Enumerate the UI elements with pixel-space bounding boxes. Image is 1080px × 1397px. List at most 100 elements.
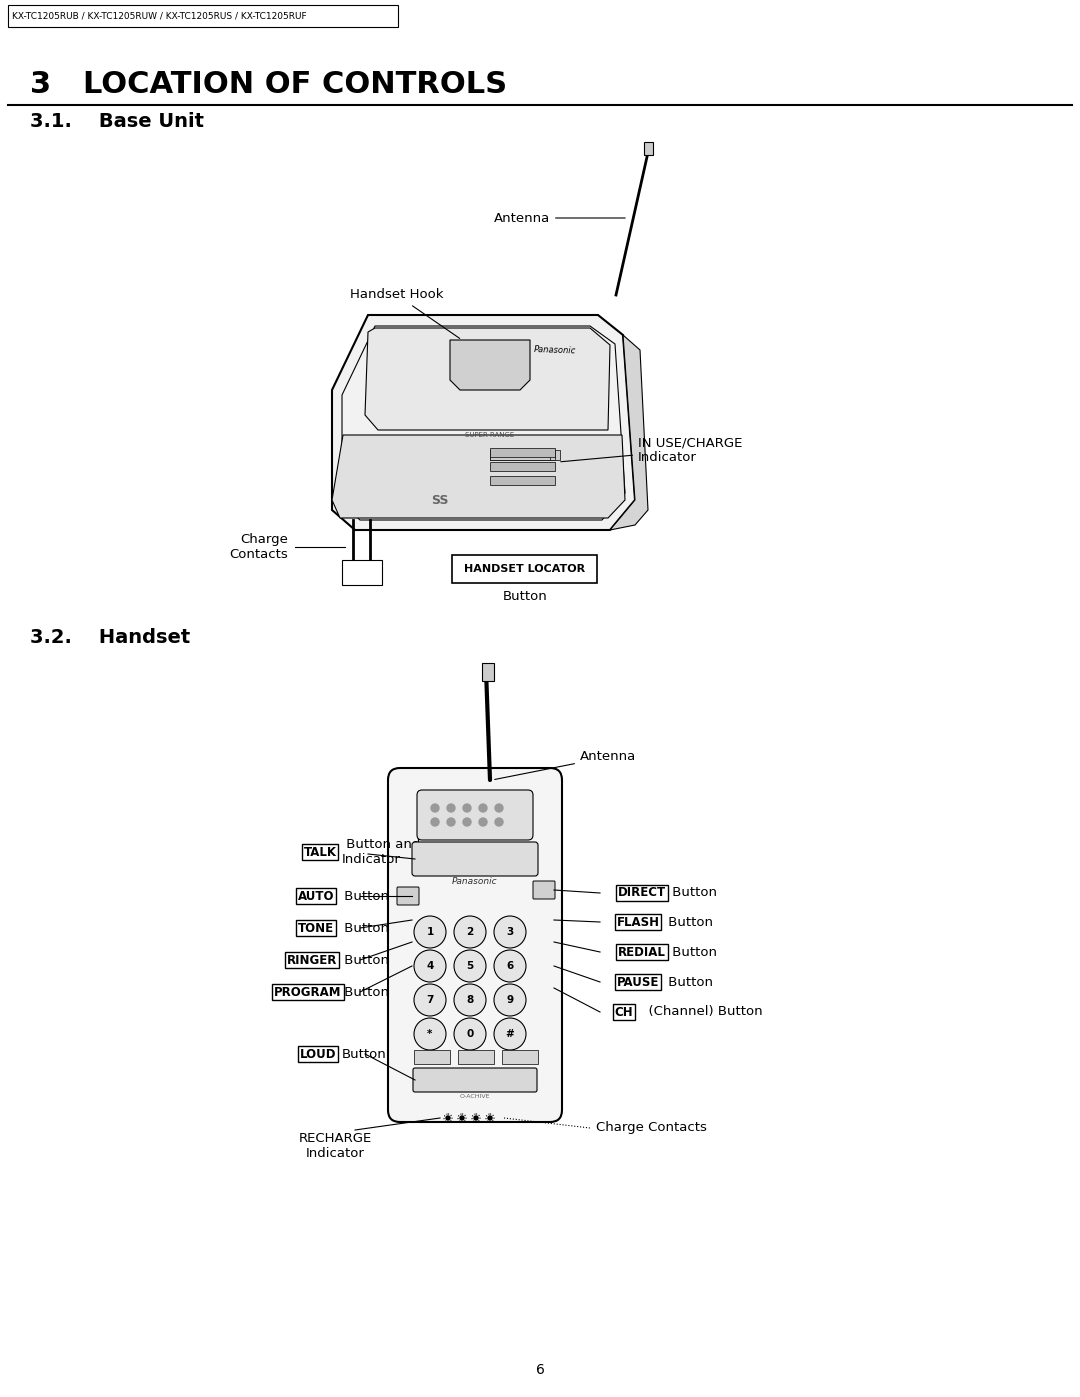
Circle shape [431, 805, 438, 812]
Text: SS: SS [431, 493, 449, 507]
Circle shape [454, 950, 486, 982]
Text: AUTO: AUTO [298, 890, 334, 902]
Text: Charge
Contacts: Charge Contacts [229, 534, 288, 562]
Bar [502, 1051, 538, 1065]
Text: DIRECT: DIRECT [618, 887, 666, 900]
Circle shape [460, 1116, 464, 1120]
Circle shape [480, 805, 487, 812]
Text: KX-TC1205RUB / KX-TC1205RUW / KX-TC1205RUS / KX-TC1205RUF: KX-TC1205RUB / KX-TC1205RUW / KX-TC1205R… [12, 11, 307, 21]
Circle shape [495, 819, 503, 826]
FancyBboxPatch shape [417, 789, 534, 840]
Text: 3.1.    Base Unit: 3.1. Base Unit [30, 112, 204, 131]
Circle shape [414, 1018, 446, 1051]
Text: 1: 1 [427, 928, 434, 937]
Text: Button: Button [669, 946, 717, 958]
Circle shape [454, 916, 486, 949]
Text: 5: 5 [467, 961, 474, 971]
Bar [490, 476, 555, 485]
Circle shape [447, 805, 455, 812]
Bar [8, 6, 399, 27]
Text: 8: 8 [467, 995, 474, 1004]
Text: 3: 3 [507, 928, 514, 937]
Circle shape [447, 819, 455, 826]
Text: Button: Button [502, 590, 548, 604]
Circle shape [463, 819, 471, 826]
Circle shape [474, 1116, 478, 1120]
Bar [490, 450, 561, 460]
Text: SUPER RANGE: SUPER RANGE [465, 432, 515, 439]
Text: PAUSE: PAUSE [617, 975, 659, 989]
Text: Button: Button [340, 954, 389, 967]
Text: Panasonic: Panasonic [453, 877, 498, 887]
Text: LOUD: LOUD [300, 1048, 336, 1060]
Circle shape [495, 805, 503, 812]
Text: 9: 9 [507, 995, 514, 1004]
Text: 0: 0 [467, 1030, 474, 1039]
Text: 4: 4 [427, 961, 434, 971]
Bar [490, 450, 550, 460]
Bar [453, 555, 597, 583]
Text: Button: Button [342, 1048, 387, 1060]
Text: 2: 2 [467, 928, 474, 937]
Text: Button: Button [664, 915, 713, 929]
Circle shape [494, 1018, 526, 1051]
Text: Button and
Indicator: Button and Indicator [342, 838, 420, 866]
Bar [458, 1051, 494, 1065]
Text: Button: Button [340, 890, 389, 902]
Text: Handset Hook: Handset Hook [350, 289, 460, 338]
Text: TONE: TONE [298, 922, 334, 935]
Bar [342, 560, 382, 585]
Circle shape [414, 950, 446, 982]
Circle shape [488, 1116, 492, 1120]
Bar [490, 462, 555, 471]
Circle shape [494, 983, 526, 1016]
Text: 7: 7 [427, 995, 434, 1004]
Circle shape [414, 916, 446, 949]
Text: RINGER: RINGER [287, 954, 337, 967]
Circle shape [446, 1116, 450, 1120]
Text: IN USE/CHARGE
Indicator: IN USE/CHARGE Indicator [561, 436, 742, 464]
Text: CH: CH [615, 1006, 633, 1018]
Text: #: # [505, 1030, 514, 1039]
Text: 3   LOCATION OF CONTROLS: 3 LOCATION OF CONTROLS [30, 70, 508, 99]
Circle shape [480, 819, 487, 826]
Circle shape [454, 983, 486, 1016]
FancyBboxPatch shape [534, 882, 555, 900]
Circle shape [463, 805, 471, 812]
Text: HANDSET LOCATOR: HANDSET LOCATOR [464, 564, 585, 574]
Text: 6: 6 [536, 1363, 544, 1377]
Polygon shape [450, 339, 530, 390]
Circle shape [494, 950, 526, 982]
Bar [644, 142, 653, 155]
Text: (Channel) Button: (Channel) Button [640, 1006, 762, 1018]
Circle shape [454, 1018, 486, 1051]
Text: FLASH: FLASH [617, 915, 660, 929]
Text: Button: Button [340, 985, 389, 999]
Circle shape [414, 983, 446, 1016]
Circle shape [494, 916, 526, 949]
FancyBboxPatch shape [388, 768, 562, 1122]
Text: Button: Button [669, 887, 717, 900]
FancyBboxPatch shape [411, 842, 538, 876]
Text: Button: Button [664, 975, 713, 989]
Polygon shape [365, 328, 610, 430]
Bar [490, 450, 555, 460]
Text: O-ACHIVE: O-ACHIVE [460, 1094, 490, 1098]
Text: 6: 6 [507, 961, 514, 971]
Polygon shape [332, 434, 625, 518]
Bar [482, 664, 494, 680]
Text: Charge Contacts: Charge Contacts [596, 1122, 707, 1134]
Bar [414, 1051, 450, 1065]
Circle shape [431, 819, 438, 826]
Polygon shape [332, 314, 635, 529]
Bar [490, 448, 555, 457]
Text: 3.2.    Handset: 3.2. Handset [30, 629, 190, 647]
Polygon shape [610, 335, 648, 529]
Text: REDIAL: REDIAL [618, 946, 666, 958]
Text: Antenna: Antenna [494, 211, 625, 225]
Text: PROGRAM: PROGRAM [274, 985, 341, 999]
Text: Button: Button [340, 922, 389, 935]
Text: *: * [428, 1030, 433, 1039]
Text: Panasonic: Panasonic [534, 345, 577, 355]
FancyBboxPatch shape [397, 887, 419, 905]
